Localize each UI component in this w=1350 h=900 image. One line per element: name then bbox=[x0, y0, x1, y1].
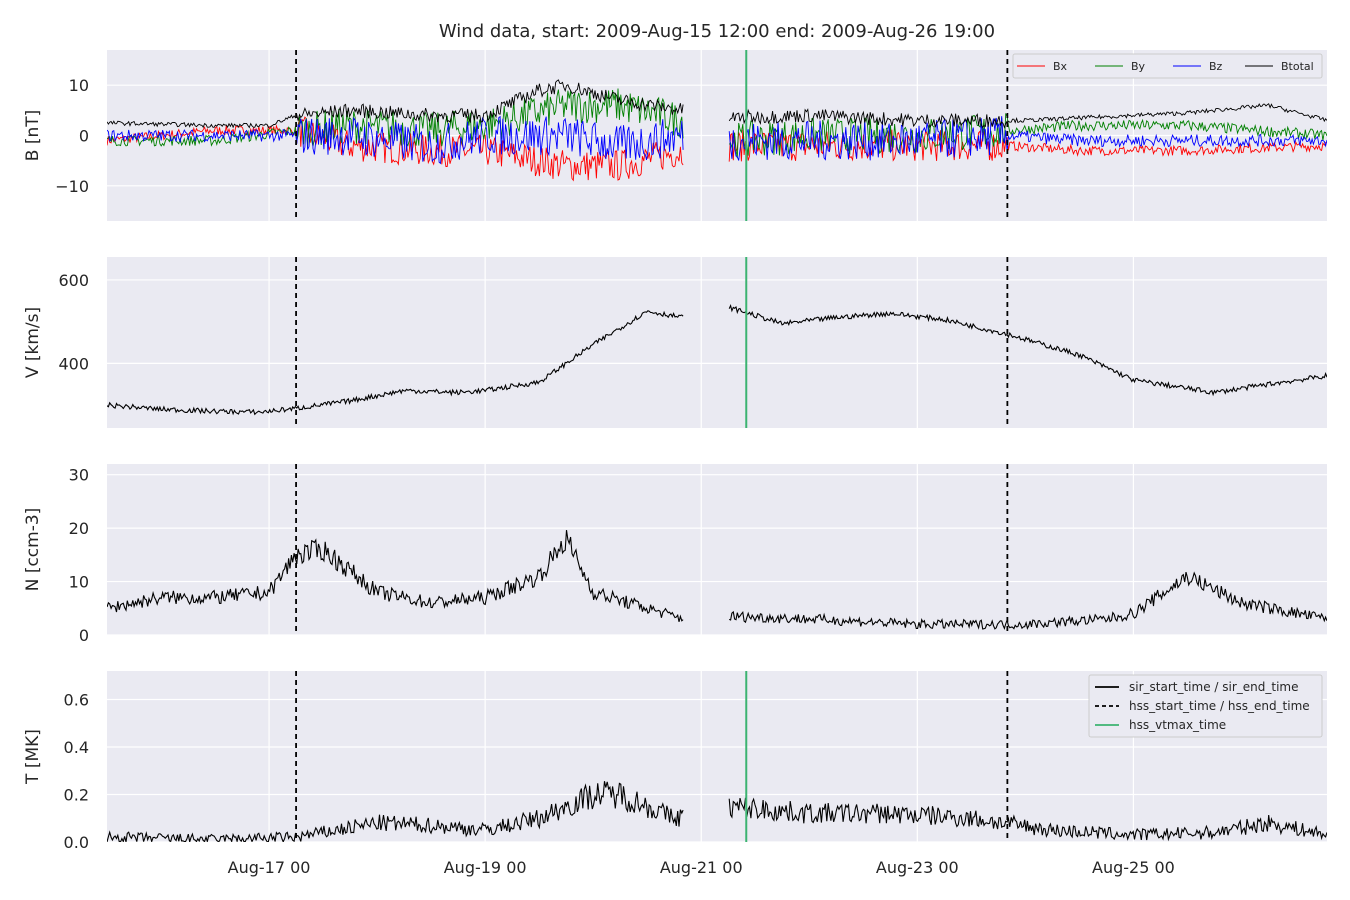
series-group bbox=[107, 530, 1327, 631]
chart-title: Wind data, start: 2009-Aug-15 12:00 end:… bbox=[439, 21, 995, 42]
series-group bbox=[107, 781, 1327, 842]
legend-label: By bbox=[1131, 60, 1146, 73]
legend-box bbox=[1012, 53, 1323, 79]
series-group bbox=[107, 303, 1327, 416]
legend-label: Bz bbox=[1209, 60, 1223, 73]
x-axis-ticks: Aug-17 00 Aug-19 00 Aug-21 00 Aug-23 00 Aug-… bbox=[228, 858, 1175, 877]
axes-background bbox=[107, 464, 1327, 635]
panels: −10 0 10 B [nT] 400 600 V [km/s] 0 10 20 30 N [ccm-… bbox=[23, 50, 1327, 852]
x-tick-label: Aug-21 00 bbox=[660, 858, 743, 877]
y-tick-label: 400 bbox=[58, 354, 89, 373]
y-tick-label: 0.0 bbox=[64, 833, 89, 852]
y-axis-label: B [nT] bbox=[23, 110, 43, 162]
x-tick-label: Aug-23 00 bbox=[876, 858, 959, 877]
legend-b: Bx By Bz Btotal bbox=[1012, 53, 1323, 79]
y-tick-label: 0.2 bbox=[64, 786, 89, 805]
legend-label: hss_vtmax_time bbox=[1129, 718, 1226, 732]
legend-box bbox=[1088, 674, 1323, 738]
axes-background bbox=[107, 257, 1327, 428]
y-tick-label: −10 bbox=[55, 177, 89, 196]
series-line-Bz bbox=[107, 115, 1327, 165]
y-axis-label: T [MK] bbox=[23, 729, 43, 785]
y-tick-label: 0 bbox=[79, 127, 89, 146]
y-tick-label: 600 bbox=[58, 271, 89, 290]
y-tick-label: 30 bbox=[69, 466, 89, 485]
y-tick-label: 10 bbox=[69, 573, 89, 592]
y-axis-label: N [ccm-3] bbox=[23, 508, 43, 592]
panel-V: 400 600 V [km/s] bbox=[23, 257, 1327, 428]
series-line-N bbox=[107, 530, 1327, 631]
y-tick-label: 0 bbox=[79, 626, 89, 645]
x-tick-label: Aug-25 00 bbox=[1092, 858, 1175, 877]
y-tick-label: 0.4 bbox=[64, 738, 89, 757]
legend-label: hss_start_time / hss_end_time bbox=[1129, 699, 1310, 713]
series-line-Bx bbox=[107, 116, 1327, 182]
y-tick-label: 0.6 bbox=[64, 691, 89, 710]
series-line-Btotal bbox=[107, 79, 1327, 129]
panel-N: 0 10 20 30 N [ccm-3] bbox=[23, 464, 1327, 645]
legend-events: sir_start_time / sir_end_time hss_start_t… bbox=[1088, 674, 1323, 738]
series-group bbox=[107, 79, 1327, 182]
legend-label: Bx bbox=[1053, 60, 1068, 73]
legend-label: Btotal bbox=[1281, 60, 1314, 73]
series-line-T bbox=[107, 781, 1327, 842]
y-axis-label: V [km/s] bbox=[23, 307, 43, 378]
x-tick-label: Aug-17 00 bbox=[228, 858, 311, 877]
x-tick-label: Aug-19 00 bbox=[444, 858, 527, 877]
y-tick-label: 10 bbox=[69, 76, 89, 95]
y-tick-label: 20 bbox=[69, 519, 89, 538]
legend-label: sir_start_time / sir_end_time bbox=[1129, 680, 1299, 694]
series-line-V bbox=[107, 303, 1327, 416]
